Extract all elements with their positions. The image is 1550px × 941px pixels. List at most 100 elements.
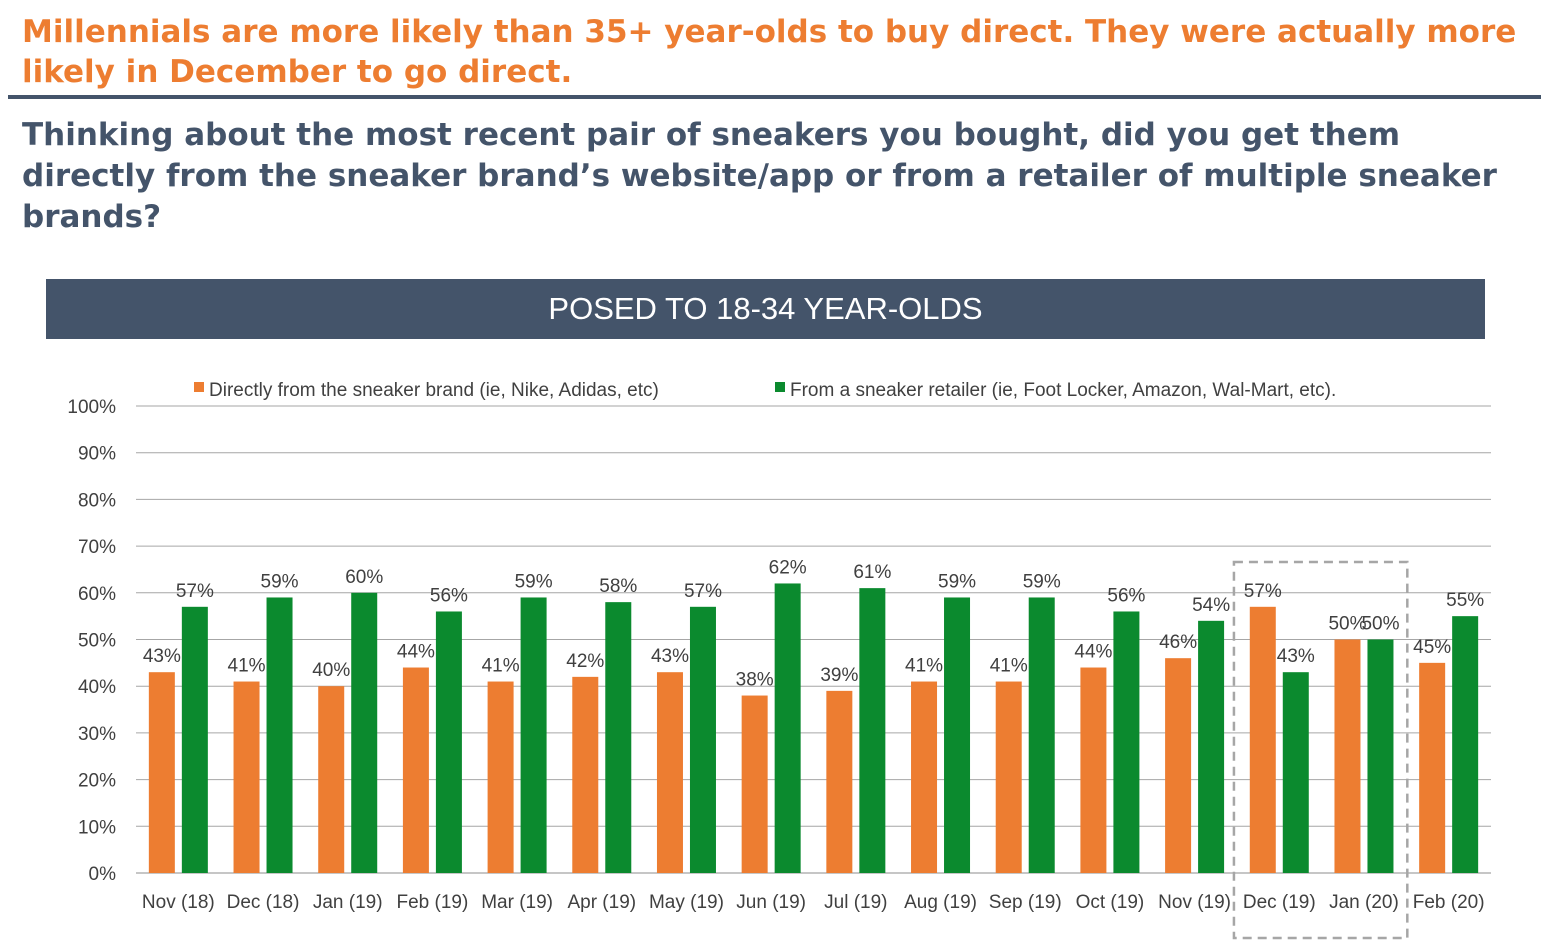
highlight-box	[1232, 560, 1409, 940]
bar-direct	[911, 681, 938, 873]
december-highlight-box	[1232, 560, 1409, 940]
y-tick-label: 50%	[78, 631, 116, 652]
data-labels: 43% 57% 41% 59% 40% 60% 44% 56% 41% 59% 42% 58% 43% 5…	[143, 557, 1484, 690]
data-label: 45%	[1413, 637, 1451, 658]
x-axis: Nov (18) Dec (18) Jan (19) Feb (19) Mar (19)…	[142, 892, 1485, 913]
data-label: 43%	[143, 646, 181, 667]
x-tick-label: Aug (19)	[904, 892, 977, 913]
bar-retailer	[605, 602, 632, 873]
bar-direct	[995, 681, 1022, 873]
data-label: 57%	[1244, 581, 1282, 602]
y-tick-label: 70%	[78, 537, 116, 558]
legend-swatch	[194, 382, 204, 392]
y-tick-label: 0%	[89, 864, 117, 885]
bar-retailer	[520, 597, 547, 873]
bar-retailer	[859, 588, 886, 873]
bar-retailer	[181, 606, 208, 873]
x-tick-label: Jun (19)	[736, 892, 806, 913]
data-label: 41%	[228, 656, 266, 677]
data-label: 61%	[853, 562, 891, 583]
data-label: 57%	[176, 581, 214, 602]
bar-retailer	[266, 597, 293, 873]
y-tick-label: 20%	[78, 771, 116, 792]
legend-swatch	[775, 382, 785, 392]
bar-direct	[1080, 667, 1107, 873]
bar-direct	[1334, 639, 1361, 873]
audience-banner: POSED TO 18-34 YEAR-OLDS	[46, 279, 1485, 339]
data-label: 39%	[820, 665, 858, 686]
legend: Directly from the sneaker brand (ie, Nik…	[194, 380, 1336, 401]
data-label: 60%	[345, 567, 383, 588]
bar-direct	[741, 695, 768, 873]
bar-retailer	[1282, 672, 1309, 873]
data-label: 59%	[261, 571, 299, 592]
bar-retailer	[1198, 620, 1225, 873]
data-label: 50%	[1328, 614, 1366, 635]
data-label: 62%	[769, 557, 807, 578]
divider	[8, 95, 1541, 99]
bar-retailer	[1113, 611, 1140, 873]
data-label: 55%	[1446, 590, 1484, 611]
x-tick-label: Jan (20)	[1329, 892, 1399, 913]
bar-direct	[1249, 606, 1276, 873]
y-tick-label: 80%	[78, 490, 116, 511]
data-label: 43%	[651, 646, 689, 667]
bars	[148, 583, 1479, 873]
x-tick-label: Nov (18)	[142, 892, 215, 913]
x-tick-label: Jan (19)	[313, 892, 383, 913]
bar-retailer	[1452, 616, 1479, 873]
data-label: 46%	[1159, 632, 1197, 653]
data-label: 38%	[736, 670, 774, 691]
x-tick-label: May (19)	[649, 892, 724, 913]
data-label: 59%	[938, 571, 976, 592]
x-tick-label: Feb (19)	[397, 892, 469, 913]
data-label: 44%	[397, 642, 435, 663]
y-tick-label: 90%	[78, 444, 116, 465]
bar-direct	[487, 681, 514, 873]
bar-retailer	[689, 606, 716, 873]
x-tick-label: Sep (19)	[989, 892, 1062, 913]
data-label: 50%	[1361, 614, 1399, 635]
bar-retailer	[774, 583, 801, 873]
bar-retailer	[1028, 597, 1055, 873]
x-tick-label: Apr (19)	[567, 892, 636, 913]
x-tick-label: Dec (19)	[1243, 892, 1316, 913]
bar-retailer	[1367, 639, 1394, 873]
legend-label: From a sneaker retailer (ie, Foot Locker…	[790, 380, 1336, 401]
bar-direct	[572, 676, 599, 873]
x-tick-label: Feb (20)	[1413, 892, 1485, 913]
data-label: 57%	[684, 581, 722, 602]
data-label: 59%	[1023, 571, 1061, 592]
data-label: 56%	[1107, 585, 1145, 606]
data-label: 58%	[599, 576, 637, 597]
bar-retailer	[351, 592, 378, 873]
bar-direct	[656, 672, 683, 873]
bar-retailer	[944, 597, 971, 873]
y-tick-label: 40%	[78, 677, 116, 698]
data-label: 54%	[1192, 595, 1230, 616]
bar-direct	[1419, 662, 1446, 873]
data-label: 40%	[312, 660, 350, 681]
x-tick-label: Jul (19)	[824, 892, 887, 913]
bar-direct	[1165, 658, 1192, 873]
data-label: 59%	[515, 571, 553, 592]
bar-direct	[318, 686, 345, 873]
bar-direct	[826, 690, 853, 873]
y-tick-label: 30%	[78, 724, 116, 745]
y-tick-label: 100%	[67, 397, 116, 418]
data-label: 44%	[1074, 642, 1112, 663]
y-tick-label: 60%	[78, 584, 116, 605]
legend-label: Directly from the sneaker brand (ie, Nik…	[209, 380, 659, 401]
bar-direct	[233, 681, 260, 873]
x-tick-label: Nov (19)	[1158, 892, 1231, 913]
x-tick-label: Mar (19)	[481, 892, 553, 913]
survey-question: Thinking about the most recent pair of s…	[22, 117, 1497, 235]
bar-retailer	[435, 611, 462, 873]
x-tick-label: Oct (19)	[1076, 892, 1145, 913]
bar-direct	[402, 667, 429, 873]
x-tick-label: Dec (18)	[227, 892, 300, 913]
data-label: 41%	[482, 656, 520, 677]
data-label: 41%	[990, 656, 1028, 677]
data-label: 42%	[566, 651, 604, 672]
